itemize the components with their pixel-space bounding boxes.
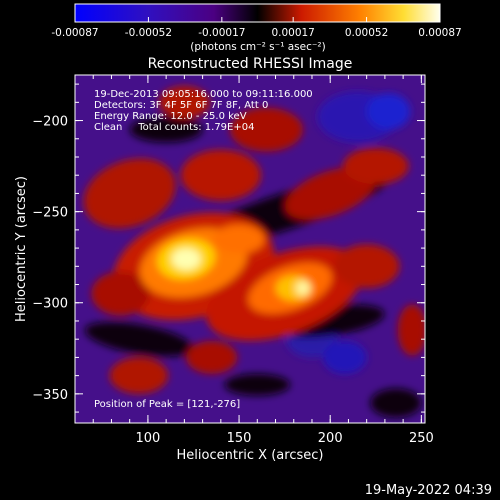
colorbar-tick-label: -0.00052 bbox=[125, 27, 172, 39]
colorbar-tick-label: 0.00087 bbox=[418, 27, 461, 39]
axis-ticks: 100 150 200 250 −200 −250 −300 −350 bbox=[32, 75, 434, 446]
y-axis-label: Heliocentric Y (arcsec) bbox=[14, 176, 29, 322]
emission-blob bbox=[186, 341, 238, 374]
y-tick-label: −300 bbox=[32, 297, 68, 312]
emission-blob bbox=[180, 149, 261, 201]
emission-blob bbox=[84, 321, 193, 357]
colorbar-tick-label: -0.00087 bbox=[51, 27, 98, 39]
footer-timestamp: 19-May-2022 04:39 bbox=[364, 483, 492, 498]
emission-blob bbox=[322, 341, 367, 374]
emission-blob bbox=[295, 280, 311, 296]
emission-blob bbox=[342, 147, 409, 185]
emission-blob bbox=[129, 116, 203, 143]
chart-title: Reconstructed RHESSI Image bbox=[148, 56, 353, 72]
emission-blob bbox=[91, 271, 150, 316]
colorbar-tick-label: 0.00052 bbox=[345, 27, 388, 39]
annotation-detectors: Detectors: 3F 4F 5F 6F 7F 8F, Att 0 bbox=[94, 100, 268, 111]
x-tick-label: 150 bbox=[227, 431, 252, 446]
colorbar-ticks: -0.00087 -0.00052 -0.00017 0.00017 0.00052 0.… bbox=[51, 17, 462, 39]
annotation-time: 19-Dec-2013 09:05:16.000 to 09:11:16.000 bbox=[94, 89, 313, 100]
annotation-peak: Position of Peak = [121,-276] bbox=[94, 399, 240, 410]
emission-blob bbox=[158, 85, 210, 119]
x-axis-label: Heliocentric X (arcsec) bbox=[177, 448, 324, 463]
y-tick-label: −250 bbox=[32, 206, 68, 221]
emission-blob bbox=[109, 357, 168, 394]
annotation-energy: Energy Range: 12.0 - 25.0 keV bbox=[94, 111, 247, 122]
emission-blob bbox=[370, 388, 422, 418]
emission-blob bbox=[285, 167, 376, 220]
colorbar bbox=[74, 3, 441, 23]
emission-blob bbox=[83, 158, 176, 229]
x-tick-label: 250 bbox=[409, 431, 434, 446]
emission-blob bbox=[224, 373, 291, 396]
emission-blob bbox=[366, 93, 411, 130]
x-tick-label: 200 bbox=[318, 431, 343, 446]
colorbar-tick-label: -0.00017 bbox=[198, 27, 245, 39]
y-tick-label: −200 bbox=[32, 115, 68, 130]
colorbar-unit-label: (photons cm⁻² s⁻¹ asec⁻²) bbox=[190, 41, 325, 53]
emission-blob bbox=[213, 224, 265, 254]
emission-blob bbox=[171, 248, 201, 270]
annotation-clean: Clean Total counts: 1.79E+04 bbox=[94, 122, 254, 133]
colorbar-tick-label: 0.00017 bbox=[271, 27, 314, 39]
x-tick-label: 100 bbox=[136, 431, 161, 446]
plot-frame bbox=[74, 74, 426, 424]
y-tick-label: −350 bbox=[32, 388, 68, 403]
heatmap-image bbox=[75, 75, 425, 423]
emission-blob bbox=[333, 244, 400, 289]
emission-blob bbox=[397, 304, 425, 356]
emission-blob bbox=[229, 107, 303, 152]
